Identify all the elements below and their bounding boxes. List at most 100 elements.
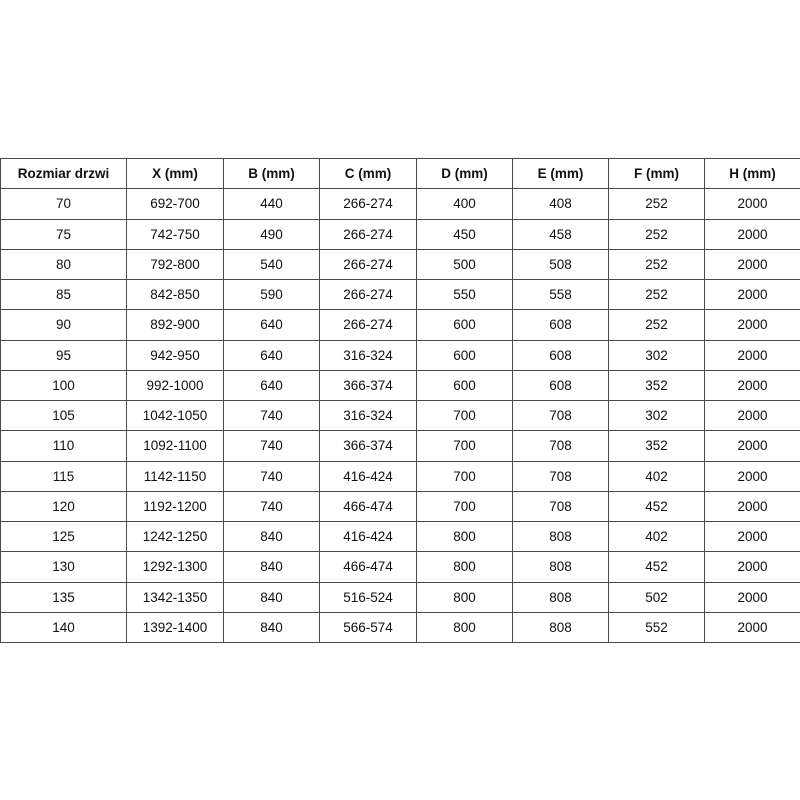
table-cell: 640 xyxy=(223,309,320,341)
table-cell: 402 xyxy=(608,520,705,553)
table-cell: 408 xyxy=(512,188,609,220)
table-cell: 366-374 xyxy=(319,369,417,402)
table-body: 70 692-700 440 266-274 400 408 252 2000 75 742-75… xyxy=(0,188,800,644)
table-cell: 1142-1150 xyxy=(126,460,224,492)
table-cell: 266-274 xyxy=(319,218,417,250)
table-cell: 566-574 xyxy=(319,611,417,644)
table-cell: 416-424 xyxy=(319,460,417,492)
table-cell: 80 xyxy=(0,248,127,281)
table-cell: 742-750 xyxy=(126,218,224,250)
table-row: 130 1292-1300 840 466-474 800 808 452 2000 xyxy=(0,551,800,583)
table-cell: 740 xyxy=(223,430,320,462)
table-cell: 2000 xyxy=(704,611,800,644)
table-row: 80 792-800 540 266-274 500 508 252 2000 xyxy=(0,248,800,281)
table-cell: 700 xyxy=(416,399,513,432)
table-cell: 352 xyxy=(608,430,705,462)
table-cell: 608 xyxy=(512,369,609,402)
table-cell: 842-850 xyxy=(126,278,224,311)
table-cell: 366-374 xyxy=(319,430,417,462)
table-cell: 316-324 xyxy=(319,339,417,371)
table-cell: 800 xyxy=(416,581,513,613)
table-row: 135 1342-1350 840 516-524 800 808 502 2000 xyxy=(0,581,800,613)
table-cell: 2000 xyxy=(704,248,800,281)
table-cell: 700 xyxy=(416,460,513,492)
door-size-table: Rozmiar drzwi X (mm) B (mm) C (mm) D (mm) E (… xyxy=(0,157,800,644)
table-cell: 2000 xyxy=(704,581,800,613)
table-cell: 1292-1300 xyxy=(126,551,224,583)
table-cell: 2000 xyxy=(704,399,800,432)
table-cell: 892-900 xyxy=(126,309,224,341)
table-cell: 740 xyxy=(223,460,320,492)
column-header: D (mm) xyxy=(416,157,513,190)
column-header: B (mm) xyxy=(223,157,320,190)
table-cell: 302 xyxy=(608,339,705,371)
column-header: H (mm) xyxy=(704,157,800,190)
table-row: 115 1142-1150 740 416-424 700 708 402 2000 xyxy=(0,460,800,492)
table-cell: 700 xyxy=(416,490,513,523)
table-cell: 266-274 xyxy=(319,309,417,341)
table-cell: 450 xyxy=(416,218,513,250)
table-cell: 352 xyxy=(608,369,705,402)
table-cell: 85 xyxy=(0,278,127,311)
table-cell: 600 xyxy=(416,369,513,402)
table-cell: 840 xyxy=(223,611,320,644)
table-cell: 800 xyxy=(416,551,513,583)
table-cell: 692-700 xyxy=(126,188,224,220)
table-cell: 252 xyxy=(608,309,705,341)
column-header: Rozmiar drzwi xyxy=(0,157,127,190)
table-cell: 942-950 xyxy=(126,339,224,371)
table-cell: 792-800 xyxy=(126,248,224,281)
table-row: 75 742-750 490 266-274 450 458 252 2000 xyxy=(0,218,800,250)
table-cell: 502 xyxy=(608,581,705,613)
table-cell: 550 xyxy=(416,278,513,311)
table-cell: 2000 xyxy=(704,309,800,341)
table-cell: 2000 xyxy=(704,430,800,462)
table-cell: 90 xyxy=(0,309,127,341)
table-cell: 840 xyxy=(223,581,320,613)
table-cell: 2000 xyxy=(704,339,800,371)
table-cell: 252 xyxy=(608,248,705,281)
table-cell: 252 xyxy=(608,218,705,250)
table-cell: 402 xyxy=(608,460,705,492)
column-header: X (mm) xyxy=(126,157,224,190)
table-cell: 508 xyxy=(512,248,609,281)
table-cell: 540 xyxy=(223,248,320,281)
table-cell: 115 xyxy=(0,460,127,492)
table-cell: 458 xyxy=(512,218,609,250)
table-cell: 140 xyxy=(0,611,127,644)
table-row: 120 1192-1200 740 466-474 700 708 452 2000 xyxy=(0,490,800,523)
table-cell: 2000 xyxy=(704,278,800,311)
table-row: 100 992-1000 640 366-374 600 608 352 2000 xyxy=(0,369,800,402)
table-cell: 252 xyxy=(608,278,705,311)
table-cell: 95 xyxy=(0,339,127,371)
table-cell: 558 xyxy=(512,278,609,311)
table-row: 90 892-900 640 266-274 600 608 252 2000 xyxy=(0,309,800,341)
table-row: 105 1042-1050 740 316-324 700 708 302 2000 xyxy=(0,399,800,432)
table-cell: 120 xyxy=(0,490,127,523)
table-cell: 1242-1250 xyxy=(126,520,224,553)
table-cell: 608 xyxy=(512,339,609,371)
table-row: 110 1092-1100 740 366-374 700 708 352 2000 xyxy=(0,430,800,462)
table-cell: 70 xyxy=(0,188,127,220)
table-row: 95 942-950 640 316-324 600 608 302 2000 xyxy=(0,339,800,371)
table-cell: 100 xyxy=(0,369,127,402)
table-cell: 708 xyxy=(512,460,609,492)
table-cell: 1192-1200 xyxy=(126,490,224,523)
table-cell: 466-474 xyxy=(319,490,417,523)
table-row: 125 1242-1250 840 416-424 800 808 402 2000 xyxy=(0,520,800,553)
table-cell: 1092-1100 xyxy=(126,430,224,462)
table-cell: 708 xyxy=(512,490,609,523)
table-row: 70 692-700 440 266-274 400 408 252 2000 xyxy=(0,188,800,220)
table-cell: 452 xyxy=(608,490,705,523)
table-cell: 2000 xyxy=(704,218,800,250)
table-cell: 266-274 xyxy=(319,188,417,220)
table-cell: 708 xyxy=(512,399,609,432)
table-cell: 75 xyxy=(0,218,127,250)
header-row: Rozmiar drzwi X (mm) B (mm) C (mm) D (mm) E (… xyxy=(0,157,800,190)
table-row: 85 842-850 590 266-274 550 558 252 2000 xyxy=(0,278,800,311)
table-cell: 440 xyxy=(223,188,320,220)
table-cell: 466-474 xyxy=(319,551,417,583)
table-cell: 1392-1400 xyxy=(126,611,224,644)
table-cell: 266-274 xyxy=(319,248,417,281)
table-cell: 808 xyxy=(512,611,609,644)
